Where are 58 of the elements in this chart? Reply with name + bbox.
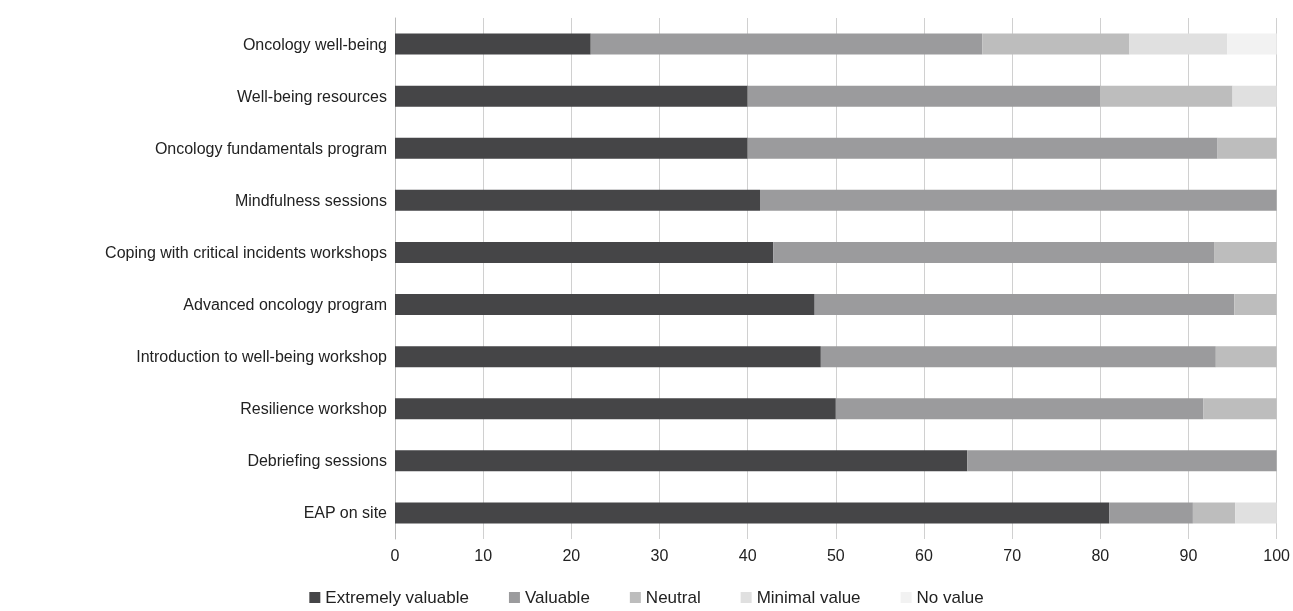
y-tick-label: Oncology fundamentals program [154,139,387,157]
y-tick-label: Oncology well-being [242,35,387,53]
bar [820,346,1216,368]
bar [395,294,815,316]
bar [1192,502,1236,524]
bar [747,85,1101,107]
x-tick-label: 10 [474,546,493,564]
bar [1232,85,1277,107]
bar [1227,33,1277,55]
y-tick-label: Coping with critical incidents workshops [105,243,387,261]
bar [395,450,968,472]
bar [1100,85,1233,107]
y-tick-label: Introduction to well-being workshop [136,348,388,366]
y-tick-label: Resilience workshop [240,400,388,418]
x-tick-label: 60 [915,546,933,564]
x-tick-label: 80 [1091,546,1110,564]
x-tick-label: 40 [738,546,757,564]
x-tick-label: 0 [390,546,400,564]
y-tick-label: Mindfulness sessions [234,191,387,209]
bar [1217,137,1277,159]
x-tick-label: 100 [1263,546,1291,564]
bar [1203,398,1277,420]
x-tick-label: 70 [1003,546,1022,564]
bar [1234,294,1277,316]
legend-label: Valuable [524,588,590,607]
bar [395,85,748,107]
legend-label: Extremely valuable [325,588,469,607]
x-tick-label: 90 [1179,546,1198,564]
bar [1235,502,1277,524]
legend-label: No value [916,588,984,607]
bar [1215,346,1277,368]
bar [395,137,748,159]
bar [747,137,1218,159]
y-tick-label: EAP on site [303,504,388,522]
x-tick-label: 50 [826,546,845,564]
bar [395,189,760,211]
y-tick-label: Debriefing sessions [247,452,387,470]
bar [835,398,1204,420]
x-tick-label: 20 [562,546,581,564]
bar [773,241,1215,263]
bar [1214,241,1277,263]
bar [1129,33,1228,55]
y-tick-label: Advanced oncology program [183,296,387,314]
bar [814,294,1235,316]
bar [395,502,1110,524]
legend-label: Neutral [645,588,701,607]
bar [590,33,983,55]
bar [982,33,1130,55]
bar [395,398,836,420]
bar [1109,502,1193,524]
bar [395,241,774,263]
x-tick-label: 30 [650,546,669,564]
y-tick-label: Well-being resources [237,87,387,105]
legend-label: Minimal value [756,588,861,607]
bar [967,450,1277,472]
bar [395,33,591,55]
bar [760,189,1277,211]
bar [395,346,821,368]
